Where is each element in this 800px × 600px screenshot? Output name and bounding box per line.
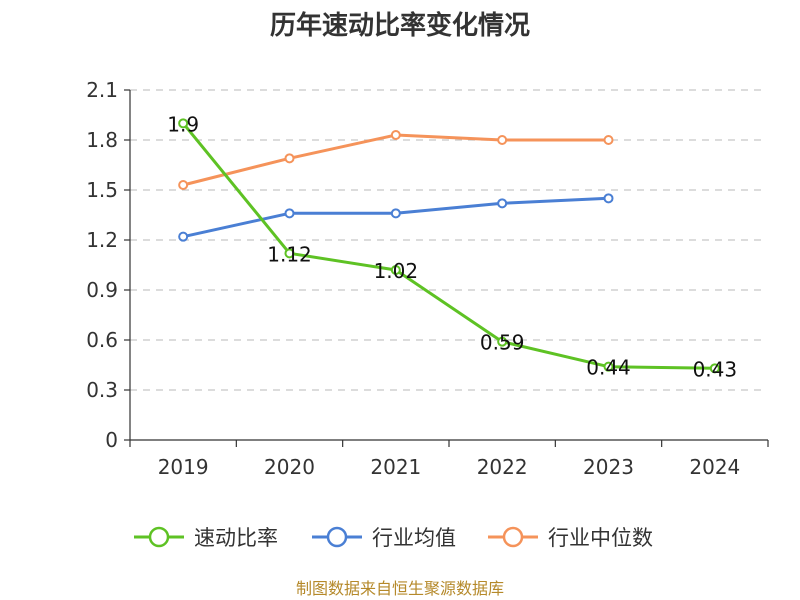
legend-marker <box>326 526 348 548</box>
y-tick-label: 0.6 <box>86 328 118 352</box>
data-point <box>497 198 508 209</box>
y-tick-label: 0 <box>105 428 118 452</box>
y-tick-label: 2.1 <box>86 78 118 102</box>
data-point <box>390 130 401 140</box>
data-point <box>284 248 295 259</box>
y-tick-label: 0.3 <box>86 378 118 402</box>
data-point <box>284 208 295 219</box>
data-point <box>390 208 401 219</box>
data-label: 1.02 <box>374 259 419 283</box>
data-label: 1.9 <box>167 112 199 136</box>
data-point <box>178 118 189 129</box>
legend-label: 行业均值 <box>372 526 456 550</box>
data-point <box>390 265 401 275</box>
data-point <box>603 193 614 204</box>
source-note: 制图数据来自恒生聚源数据库 <box>296 579 504 598</box>
x-tick-label: 2023 <box>583 455 634 479</box>
x-tick-label: 2020 <box>264 455 315 479</box>
series-line-0 <box>181 121 717 370</box>
grid-lines <box>130 89 762 391</box>
x-tick-label: 2021 <box>370 455 421 479</box>
series-group: 1.9 1.12 1.02 0.59 0.44 0.43 <box>167 112 737 381</box>
data-point <box>178 180 189 190</box>
legend-label: 行业中位数 <box>548 526 653 550</box>
data-point <box>284 153 295 164</box>
y-tick-label: 1.8 <box>86 128 118 152</box>
axes: 0 0.3 0.6 0.9 1.2 1.5 1.8 2.1 2019 2020 2021 2022 20… <box>86 78 769 479</box>
y-tick-label: 1.5 <box>86 178 118 202</box>
legend-marker <box>148 526 170 548</box>
legend-marker <box>502 526 524 548</box>
data-label: 0.44 <box>586 356 631 380</box>
x-tick-label: 2022 <box>477 455 528 479</box>
data-point <box>497 135 508 145</box>
data-point <box>178 231 189 242</box>
data-point <box>709 363 720 374</box>
y-tick-label: 1.2 <box>86 228 118 252</box>
x-tick-label: 2019 <box>158 455 209 479</box>
data-point <box>603 135 614 145</box>
series-line-2 <box>181 133 610 187</box>
data-label: 0.59 <box>480 331 525 355</box>
data-label: 0.43 <box>693 357 738 381</box>
data-point <box>497 336 508 347</box>
legend: 速动比率 行业均值 行业中位数 <box>134 526 653 550</box>
data-point <box>603 361 614 372</box>
chart-title: 历年速动比率变化情况 <box>270 10 530 41</box>
legend-label: 速动比率 <box>194 526 278 550</box>
y-tick-label: 0.9 <box>86 278 118 302</box>
data-label: 1.12 <box>267 242 312 266</box>
x-tick-label: 2024 <box>689 455 740 479</box>
